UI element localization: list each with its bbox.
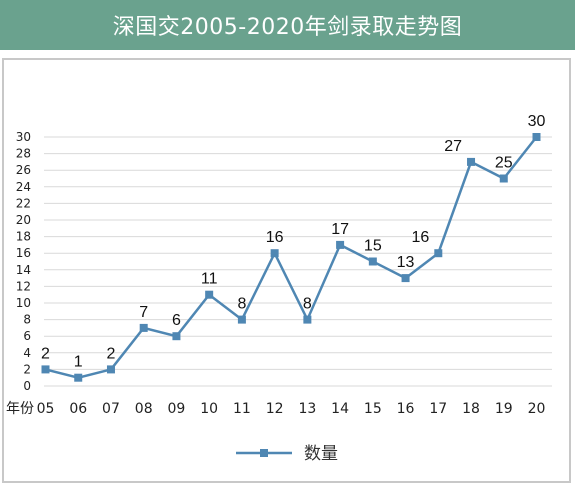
- y-tick-label: 20: [16, 213, 31, 227]
- y-tick-label: 6: [23, 329, 31, 343]
- title-bar: 深国交2005-2020年剑录取走势图: [0, 0, 575, 50]
- y-tick-label: 8: [23, 313, 31, 327]
- x-tick-label: 13: [298, 401, 316, 417]
- y-tick-label: 2: [23, 362, 31, 376]
- data-point-marker: [237, 315, 246, 324]
- y-tick-label: 26: [16, 163, 31, 177]
- data-label: 25: [495, 155, 513, 172]
- y-tick-label: 10: [16, 296, 31, 310]
- data-point-marker: [434, 249, 443, 258]
- legend-marker-swatch: [260, 449, 268, 457]
- data-point-marker: [303, 315, 312, 324]
- data-point-marker: [401, 274, 410, 283]
- y-tick-label: 12: [16, 279, 31, 293]
- x-tick-label: 11: [233, 401, 251, 417]
- y-tick-label: 22: [16, 196, 31, 210]
- data-label: 16: [412, 229, 430, 246]
- x-tick-label: 15: [364, 401, 382, 417]
- y-tick-label: 0: [23, 379, 31, 393]
- x-tick-label: 05: [37, 401, 55, 417]
- data-label: 6: [172, 312, 181, 329]
- data-point-marker: [74, 373, 83, 382]
- data-point-marker: [270, 249, 279, 258]
- data-point-marker: [106, 365, 115, 374]
- y-tick-label: 4: [23, 346, 31, 360]
- x-tick-label: 19: [495, 401, 513, 417]
- data-point-marker: [467, 157, 476, 166]
- data-point-marker: [172, 332, 181, 341]
- data-point-marker: [205, 290, 214, 299]
- data-label: 16: [266, 229, 284, 246]
- data-label: 2: [41, 345, 50, 362]
- legend: 数量: [236, 444, 338, 464]
- x-tick-label: 16: [397, 401, 415, 417]
- x-tick-label: 12: [266, 401, 284, 417]
- x-tick-label: 17: [429, 401, 447, 417]
- data-label: 27: [444, 138, 462, 155]
- data-point-marker: [139, 323, 148, 332]
- series-markers: [41, 133, 541, 382]
- data-point-marker: [499, 174, 508, 183]
- y-tick-label: 30: [16, 130, 31, 144]
- chart-frame: [2, 58, 571, 483]
- legend-label: 数量: [304, 444, 338, 464]
- series-line: [45, 136, 538, 379]
- data-label: 7: [139, 304, 148, 321]
- x-tick-label: 09: [168, 401, 186, 417]
- data-point-marker: [41, 365, 50, 374]
- data-label: 1: [74, 354, 83, 371]
- y-tick-label: 24: [16, 180, 31, 194]
- x-tick-label: 14: [331, 401, 349, 417]
- data-point-marker: [368, 257, 377, 266]
- data-label: 11: [201, 271, 218, 288]
- y-tick-label: 16: [16, 246, 31, 260]
- data-label: 13: [397, 254, 415, 271]
- x-axis-ticks: 05 06 07 08 09 10 11 12 13 14 15 16 17 18 19 20: [37, 401, 546, 417]
- chart-title: 深国交2005-2020年剑录取走势图: [112, 15, 463, 40]
- data-label: 8: [237, 296, 246, 313]
- data-label: 30: [528, 113, 546, 130]
- y-tick-label: 18: [16, 230, 31, 244]
- data-label: 2: [107, 345, 116, 362]
- x-tick-label: 18: [462, 401, 480, 417]
- data-label: 8: [303, 296, 312, 313]
- x-tick-label: 06: [69, 401, 87, 417]
- y-tick-label: 14: [16, 263, 31, 277]
- x-tick-label: 10: [200, 401, 218, 417]
- gridlines: [44, 136, 552, 387]
- x-axis-label: 年份: [6, 401, 34, 417]
- data-label: 15: [364, 238, 382, 255]
- data-label: 17: [331, 221, 349, 238]
- y-tick-label: 28: [16, 147, 31, 161]
- x-tick-label: 07: [102, 401, 120, 417]
- x-tick-label: 20: [528, 401, 546, 417]
- x-tick-label: 08: [135, 401, 153, 417]
- data-point-marker: [532, 133, 541, 141]
- data-point-marker: [336, 240, 345, 249]
